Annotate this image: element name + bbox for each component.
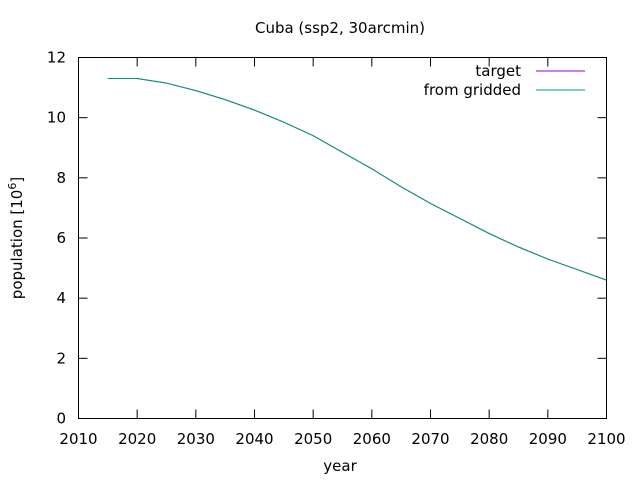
series-line-2	[107, 78, 607, 281]
y-tick-label: 0	[56, 410, 66, 428]
x-tick-label: 2040	[235, 430, 273, 448]
y-axis-label-main: population [10	[8, 190, 26, 300]
y-tick-label: 4	[56, 289, 66, 307]
y-axis-label-suffix: ]	[8, 177, 26, 183]
x-tick-label: 2100	[587, 430, 625, 448]
y-tick-label: 10	[47, 109, 66, 127]
x-tick-label: 2050	[294, 430, 332, 448]
y-tick-label: 8	[56, 169, 66, 187]
x-tick-label: 2030	[177, 430, 215, 448]
x-tick-label: 2060	[353, 430, 391, 448]
x-tick-label: 2020	[118, 430, 156, 448]
y-tick-label: 6	[56, 229, 66, 247]
y-tick-label: 12	[47, 49, 66, 67]
chart-title: Cuba (ssp2, 30arcmin)	[255, 19, 425, 37]
series-line-1	[107, 78, 607, 281]
x-tick-label: 2090	[529, 430, 567, 448]
x-axis-label: year	[323, 457, 357, 475]
y-axis-label-exponent: 6	[6, 183, 19, 190]
legend-label-1: target	[475, 62, 521, 80]
x-tick-label: 2070	[411, 430, 449, 448]
plot-frame	[78, 57, 607, 419]
y-tick-label: 2	[56, 349, 66, 367]
x-tick-label: 2010	[59, 430, 97, 448]
x-tick-label: 2080	[470, 430, 508, 448]
legend-label-2: from gridded	[424, 81, 521, 99]
y-axis-label: population [106]	[6, 177, 26, 299]
series-group	[107, 78, 607, 281]
ticks-group: 2010 2020 2030 2040 2050 2060 2070 2080 2090 2100…	[47, 49, 626, 449]
